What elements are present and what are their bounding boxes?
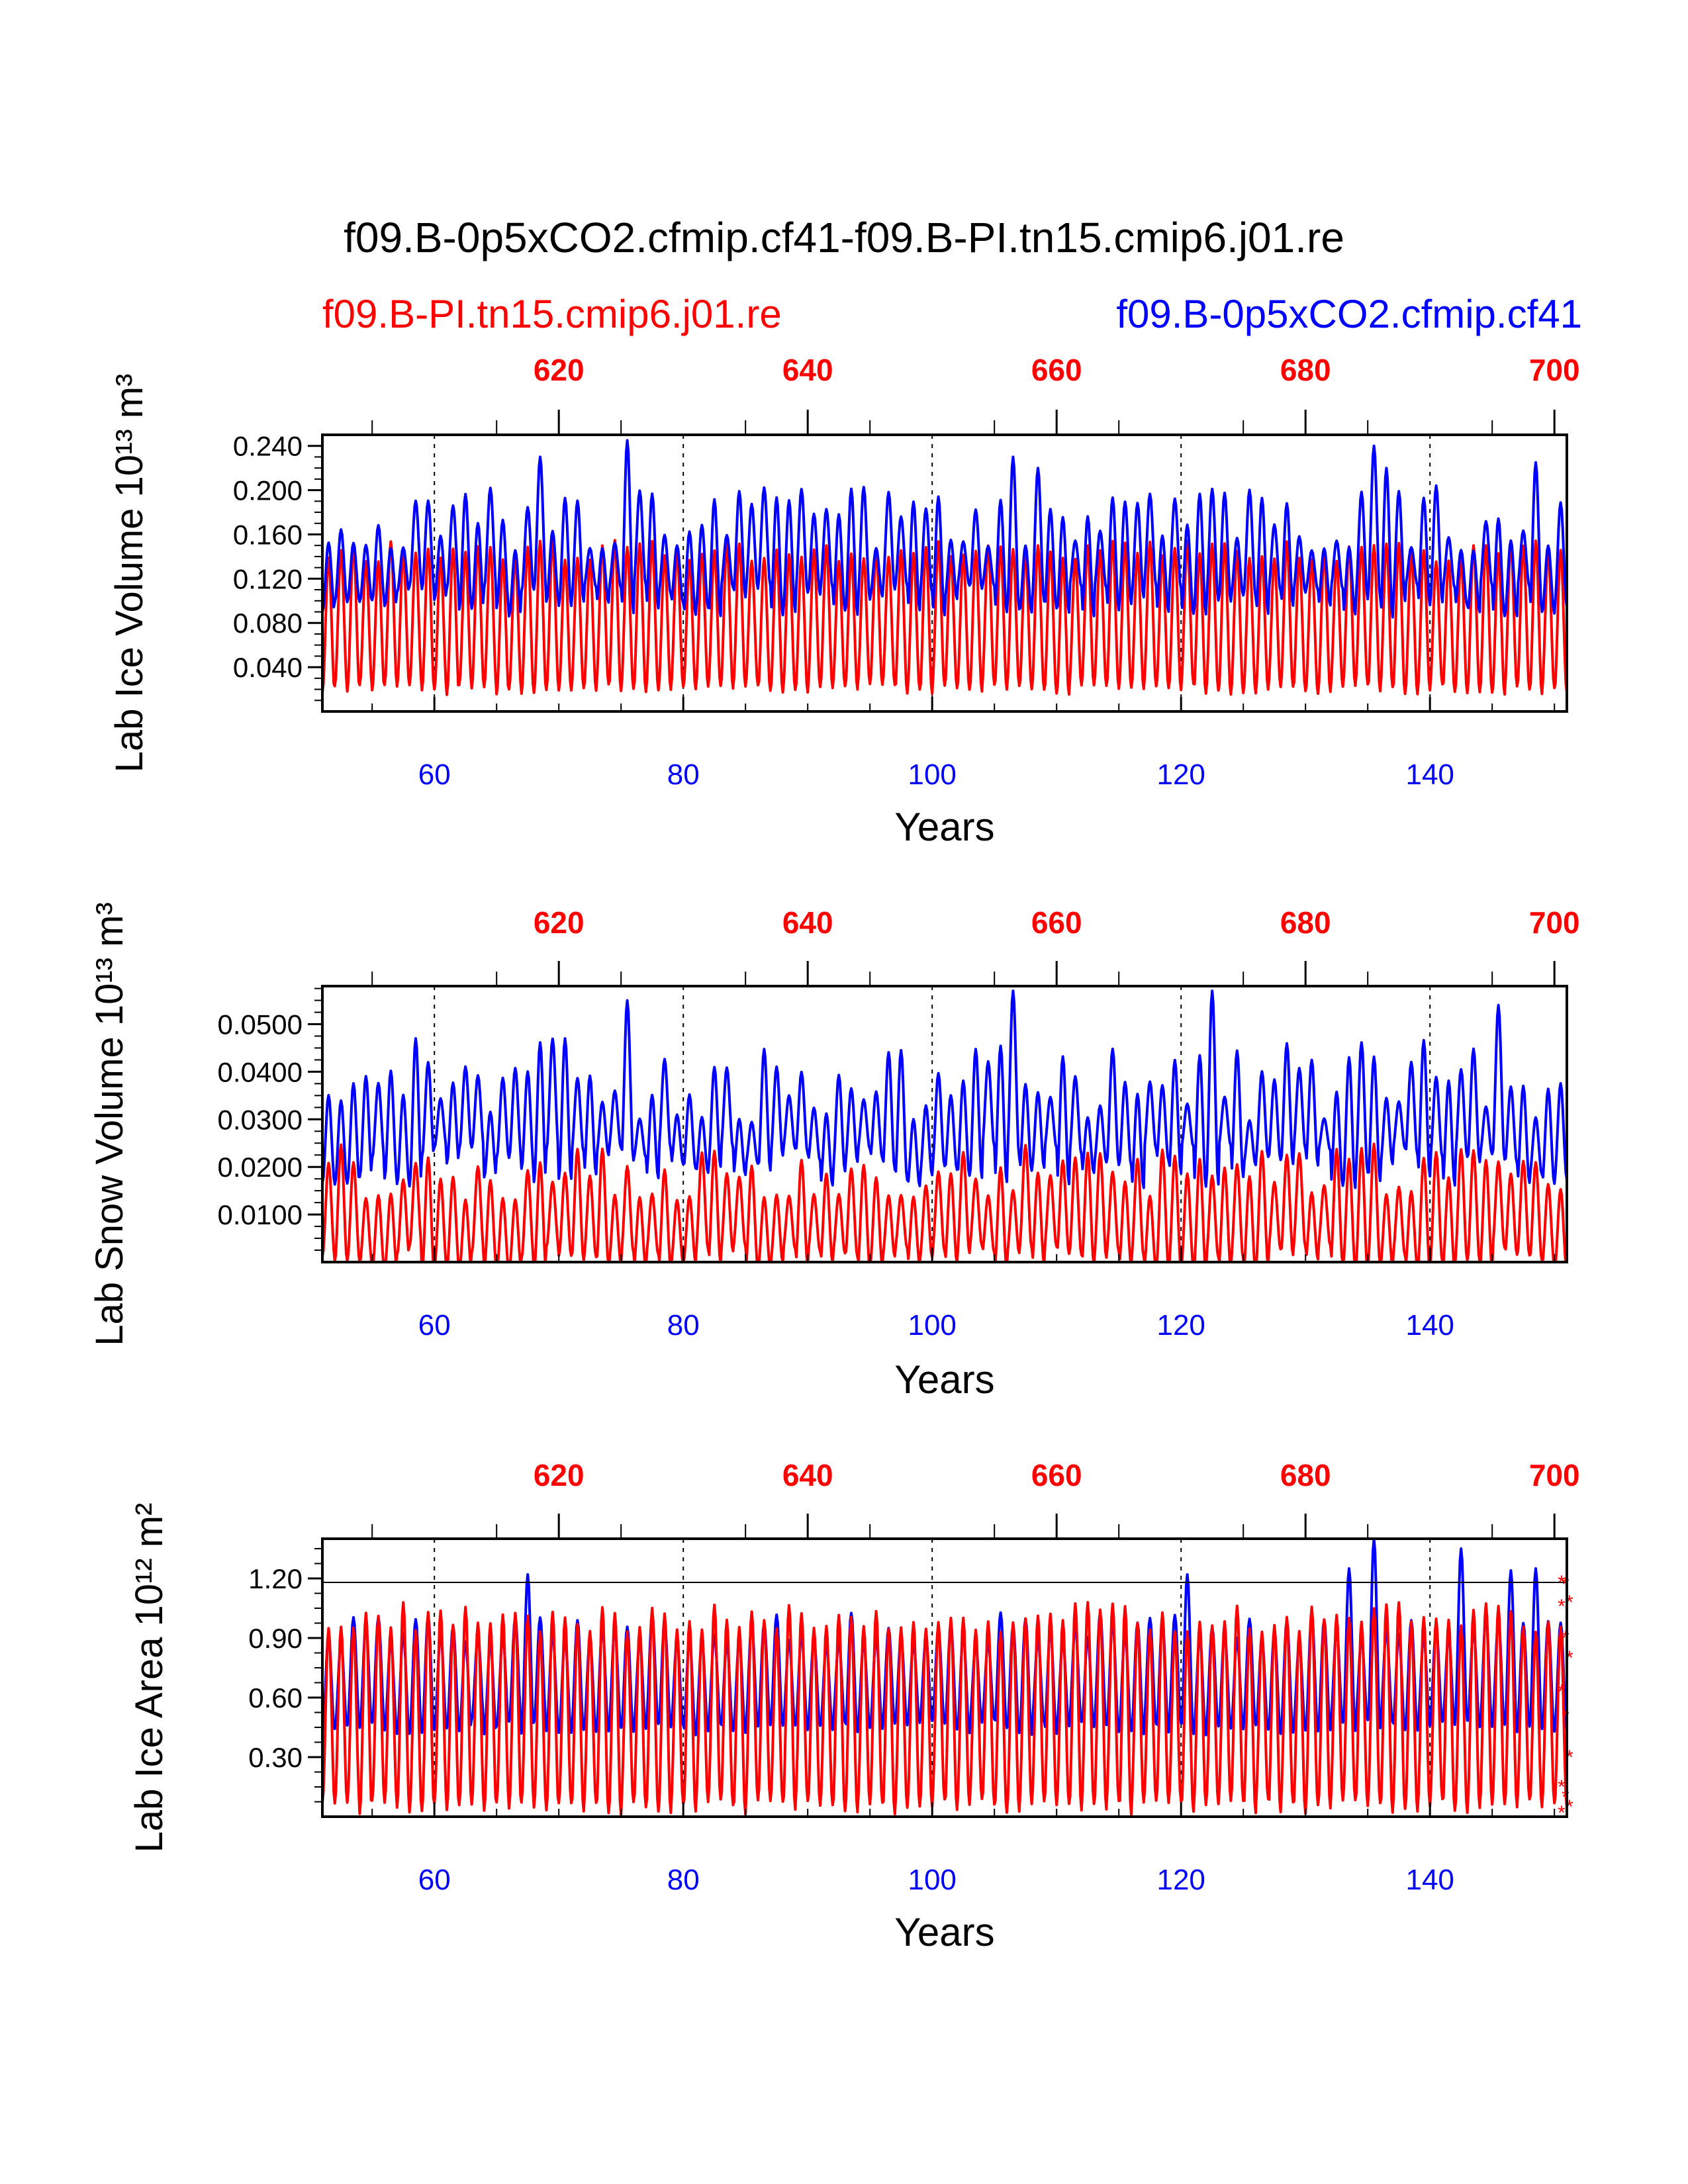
x-tick-label: 100 [908,1864,956,1896]
y-tick-label: 0.160 [233,519,303,550]
legend-ctrl-label: f09.B-PI.tn15.cmip6.j01.re [322,292,782,336]
plot-frame [321,1537,1568,1818]
chart-panel-1: 60 80 100 120 140 620 640 660 680 700 0.040 0.080 0.… [108,353,1580,849]
y-tick-label: 0.60 [248,1682,303,1713]
plot-frame [321,433,1568,713]
series-line-exp [322,439,1567,619]
top-tick-label: 700 [1529,1458,1580,1492]
y-tick-label: 0.90 [248,1623,303,1654]
y-tick-label: 0.120 [233,563,303,594]
top-tick-label: 620 [534,905,585,940]
top-tick-label: 620 [534,1458,585,1492]
x-axis-title: Years [894,1910,994,1954]
x-tick-label: 120 [1156,758,1205,791]
top-tick-label: 640 [782,1458,833,1492]
y-tick-label: 0.080 [233,608,303,639]
top-tick-label: 660 [1031,353,1082,387]
star-marker: * [1558,1681,1566,1703]
top-tick-label: 620 [534,353,585,387]
legend-exp-label: f09.B-0p5xCO2.cfmip.cf41 [1116,292,1582,336]
top-tick-label: 680 [1280,905,1331,940]
x-tick-label: 80 [667,1309,700,1342]
x-tick-label: 60 [418,1864,451,1896]
x-tick-label: 60 [418,1309,451,1342]
x-tick-label: 80 [667,1864,700,1896]
x-tick-label: 80 [667,758,700,791]
plot-area [322,989,1567,1262]
x-tick-label: 120 [1156,1864,1205,1896]
y-tick-label: 0.0500 [218,1009,303,1040]
y-tick-label: 0.0100 [218,1199,303,1230]
x-tick-label: 100 [908,1309,956,1342]
star-marker: * [1558,1572,1566,1594]
x-tick-label: 140 [1405,758,1454,791]
star-marker: * [1558,1596,1566,1617]
y-tick-label: 0.200 [233,475,303,506]
series-line-ctrl [322,1601,1567,1816]
x-tick-label: 120 [1156,1309,1205,1342]
x-axis-title: Years [894,805,994,849]
y-tick-label: 0.040 [233,652,303,683]
chart-panel-2: 60 80 100 120 140 620 640 660 680 700 0.0100 0.0200… [88,902,1580,1402]
top-tick-label: 680 [1280,1458,1331,1492]
x-tick-label: 100 [908,758,956,791]
y-tick-label: 0.0400 [218,1056,303,1087]
series-line-exp [322,989,1567,1189]
star-marker: * [1558,1802,1566,1824]
series-line-ctrl [322,539,1567,696]
y-tick-label: 0.0300 [218,1104,303,1135]
top-tick-label: 700 [1529,353,1580,387]
y-axis-title: Lab Ice Volume 10¹³ m³ [108,374,151,773]
y-tick-label: 1.20 [248,1563,303,1594]
series-line-ctrl [322,1142,1567,1262]
y-axis-title: Lab Ice Area 10¹² m² [128,1503,171,1853]
x-tick-label: 140 [1405,1309,1454,1342]
y-axis-title: Lab Snow Volume 10¹³ m³ [88,902,131,1346]
top-tick-label: 640 [782,353,833,387]
series-line-exp [322,1539,1567,1737]
top-tick-label: 700 [1529,905,1580,940]
y-tick-label: 0.0200 [218,1152,303,1183]
top-tick-label: 640 [782,905,833,940]
top-tick-label: 680 [1280,353,1331,387]
x-tick-label: 140 [1405,1864,1454,1896]
plot-frame [321,985,1568,1263]
top-tick-label: 660 [1031,1458,1082,1492]
y-tick-label: 0.30 [248,1742,303,1773]
x-axis-title: Years [894,1357,994,1402]
figure-title: f09.B-0p5xCO2.cfmip.cf41-f09.B-PI.tn15.c… [344,214,1344,261]
plot-area [322,1539,1567,1816]
x-tick-label: 60 [418,758,451,791]
plot-area [322,439,1567,696]
top-tick-label: 660 [1031,905,1082,940]
y-tick-label: 0.240 [233,431,303,462]
star-marker: * [1558,1776,1566,1798]
